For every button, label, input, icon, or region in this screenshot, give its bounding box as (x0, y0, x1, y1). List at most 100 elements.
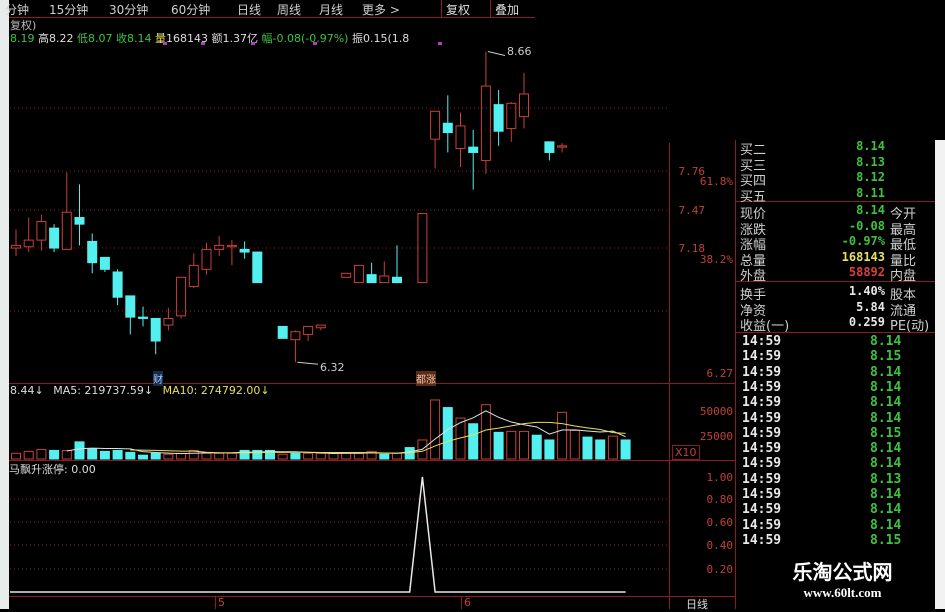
period-tab-bar: 分钟 15分钟 30分钟 60分钟 日线 周线 月线 更多 > 复权 叠加 (5, 0, 535, 18)
adjust-button[interactable]: 复权 (441, 0, 474, 18)
info-marker-icon (438, 42, 442, 45)
left-window-edge (0, 0, 9, 609)
price-tick: 7.47 (678, 204, 706, 217)
low-price-label: 6.32 (320, 361, 345, 374)
tick-price: 8.15 (870, 532, 902, 548)
event-label-finance[interactable]: 财 (153, 371, 163, 386)
volume-bar (23, 450, 34, 460)
candle-up (353, 264, 364, 284)
candle-up (61, 211, 72, 250)
candle-down (138, 316, 148, 319)
low-label: 低 (77, 32, 88, 45)
candle-down (366, 274, 377, 284)
amount-value: 1.37亿 (222, 32, 259, 45)
candle-down (49, 227, 60, 249)
tick-row: 14:59 8.14 (742, 334, 932, 349)
candle-up (23, 239, 34, 248)
info-marker-icon (163, 42, 167, 45)
tick-time: 14:59 (742, 379, 782, 395)
candle-up (176, 276, 187, 317)
indicator-tick: 0.80 (706, 493, 734, 506)
tick-row: 14:59 8.14 (742, 518, 932, 533)
high-label: 高 (38, 32, 49, 45)
stat-row: 现价 8.14 今开 (740, 203, 935, 222)
tick-time: 14:59 (742, 517, 782, 533)
tick-row: 14:59 8.14 (742, 487, 932, 502)
vol-value: 8.44↓ (10, 384, 44, 397)
tab-more[interactable]: 更多 > (362, 3, 400, 17)
high-pointer (487, 51, 506, 57)
candle-down (87, 240, 98, 264)
field-value: -0.97% (841, 234, 885, 248)
tab-monthly[interactable]: 月线 (319, 3, 344, 17)
field-label: 总量 (740, 253, 767, 269)
watermark-name: 乐淘公式网 (792, 560, 893, 584)
candle-down (112, 271, 123, 298)
candle-down (252, 251, 263, 284)
tick-time: 14:59 (742, 364, 782, 380)
field-label: 换手 (740, 288, 767, 303)
field-label-right: PE(动) (890, 319, 930, 334)
field-label: 买二 (740, 143, 767, 158)
volume-bar (607, 435, 618, 460)
tick-row: 14:59 8.15 (742, 349, 932, 364)
bid-row: 买五 8.11 (740, 186, 935, 205)
stat-row: 总量 168143 量比 (740, 249, 935, 269)
volume-bar (506, 430, 517, 460)
volume-label: 量 (155, 32, 166, 45)
close-label: 收 (116, 32, 127, 45)
tab-15min[interactable]: 15分钟 (49, 3, 89, 17)
bid-row: 买四 8.12 (740, 170, 935, 189)
volume-bar (49, 449, 60, 460)
candle-down (99, 256, 110, 270)
period-label[interactable]: 日线 (686, 598, 708, 611)
candle-up (315, 324, 326, 329)
volume-bar (188, 449, 199, 460)
candle-up (188, 264, 199, 288)
volume-bar (392, 452, 402, 460)
price-tick: 7.76 (678, 165, 706, 178)
volume-bar (620, 439, 631, 460)
tick-price: 8.14 (870, 441, 902, 457)
tick-row: 14:59 8.14 (742, 395, 932, 410)
volume-bar (493, 431, 504, 460)
volume-bar (87, 448, 98, 460)
candle-up (303, 325, 314, 335)
volume-bar (214, 452, 225, 460)
tick-row: 14:59 8.13 (742, 472, 932, 487)
tick-price: 8.14 (870, 456, 902, 472)
candle-down (150, 317, 161, 342)
field-value: 168143 (841, 249, 885, 264)
field-label-right: 最高 (890, 222, 917, 238)
indicator-tick: 0.40 (706, 539, 734, 552)
tick-price: 8.13 (870, 471, 902, 487)
field-label-right: 今开 (890, 207, 917, 222)
field-label-right: 最低 (890, 238, 917, 253)
candle-down (392, 276, 402, 284)
candle-down (125, 295, 136, 318)
tick-row: 14:59 8.14 (742, 502, 932, 517)
tab-60min[interactable]: 60分钟 (171, 3, 211, 17)
event-label[interactable]: 都涨 (416, 371, 436, 386)
tab-weekly[interactable]: 周线 (277, 3, 302, 17)
candle-down (468, 146, 479, 153)
volume-unit-badge: X10 (672, 445, 700, 460)
overlay-button[interactable]: 叠加 (490, 0, 523, 18)
candle-down (442, 122, 453, 134)
volume-bar (366, 450, 377, 460)
tick-time: 14:59 (742, 487, 782, 502)
tick-price: 8.15 (870, 425, 902, 441)
volume-tick: 25000 (699, 430, 733, 443)
tab-minute[interactable]: 分钟 (5, 3, 30, 17)
tab-daily[interactable]: 日线 (237, 3, 262, 17)
kline-chart[interactable] (0, 0, 735, 609)
volume-bar (519, 430, 529, 460)
field-value: 8.14 (856, 203, 885, 217)
candle-up (341, 272, 352, 278)
tick-price: 8.14 (870, 502, 902, 518)
tick-row: 14:59 8.14 (742, 441, 932, 456)
tick-price: 8.15 (870, 349, 902, 365)
tab-30min[interactable]: 30分钟 (109, 3, 149, 17)
volume-bar (582, 436, 593, 460)
low-value: 8.07 (88, 32, 113, 45)
